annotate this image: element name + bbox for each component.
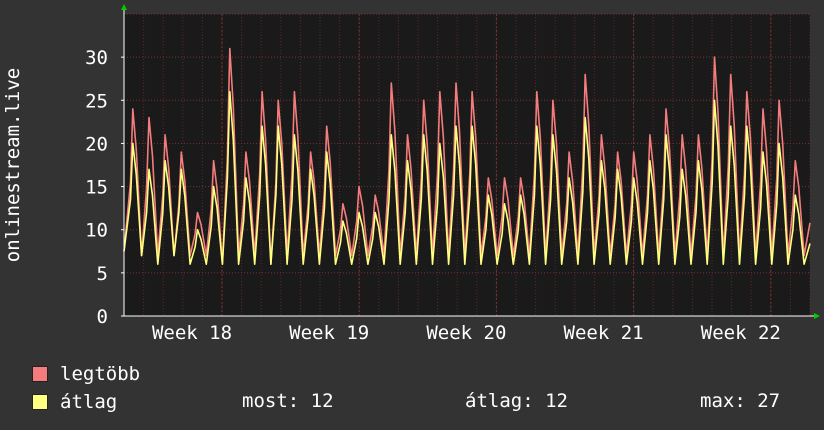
series-line-avg <box>123 90 811 265</box>
y-ticks: 0 5 10 15 20 25 30 <box>85 47 124 328</box>
stat-average: átlag: 12 <box>465 390 568 412</box>
y-tick-label: 25 <box>85 90 108 112</box>
x-tick-label: Week 20 <box>426 322 506 344</box>
y-tick-label: 20 <box>85 133 108 155</box>
legend-swatch-avg <box>32 394 48 410</box>
legend-item-max: legtöbb <box>32 362 140 386</box>
x-tick-label: Week 19 <box>289 322 369 344</box>
legend-label-avg: átlag <box>60 391 118 413</box>
series-layer <box>123 47 811 265</box>
legend-item-avg: átlag <box>32 390 117 414</box>
series-line-max <box>123 47 811 265</box>
y-axis-arrow <box>121 4 127 10</box>
axes <box>121 4 820 319</box>
legend-label-max: legtöbb <box>60 363 141 385</box>
y-tick-label: 15 <box>85 177 108 199</box>
x-ticks: Week 18 Week 19 Week 20 Week 21 Week 22 <box>152 322 781 344</box>
y-tick-label: 10 <box>85 220 108 242</box>
y-tick-label: 0 <box>97 306 108 328</box>
x-axis-arrow <box>814 313 820 319</box>
x-tick-label: Week 18 <box>152 322 232 344</box>
legend-swatch-max <box>32 366 48 382</box>
x-tick-label: Week 21 <box>564 322 644 344</box>
stat-now: most: 12 <box>242 390 334 412</box>
y-tick-label: 5 <box>97 263 108 285</box>
y-axis-label: onlinestream.live <box>2 68 24 262</box>
y-tick-label: 30 <box>85 47 108 69</box>
plot-background <box>124 14 810 316</box>
stat-max: max: 27 <box>700 390 781 412</box>
x-tick-label: Week 22 <box>701 322 781 344</box>
